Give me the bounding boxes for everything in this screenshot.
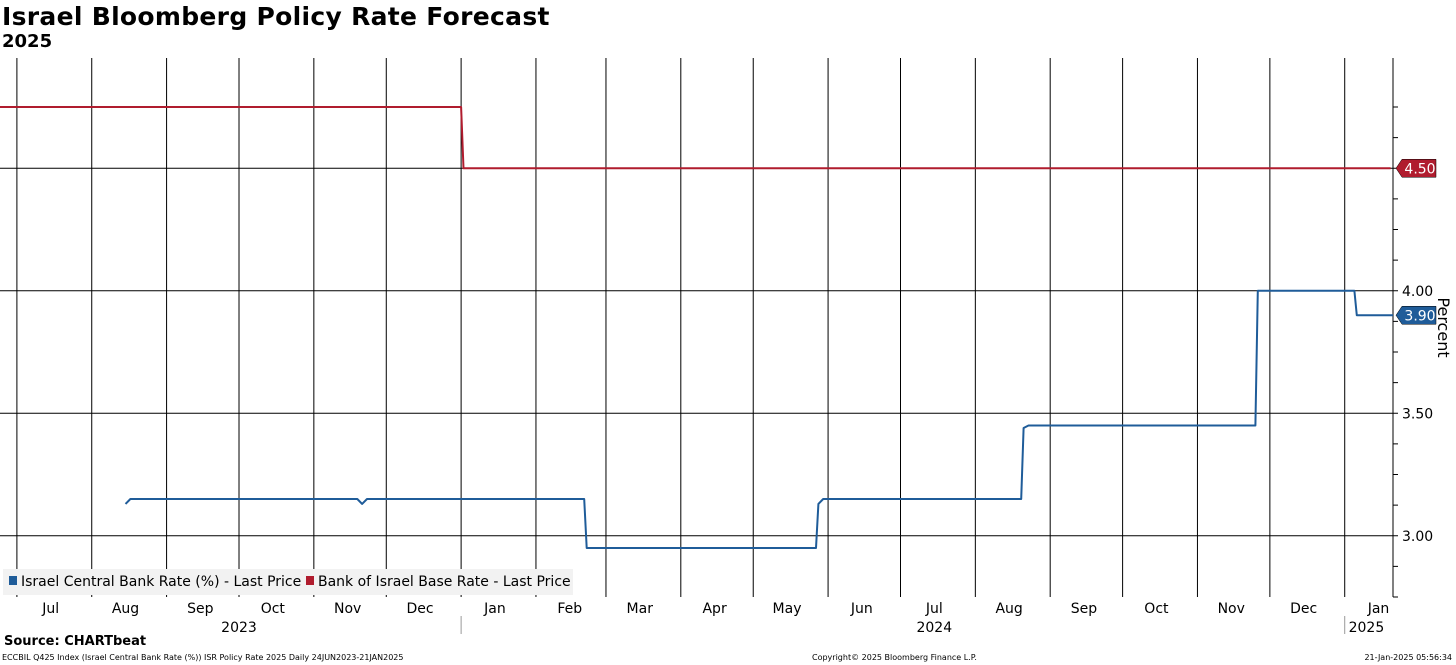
x-tick-label: Dec	[1290, 601, 1317, 617]
year-label: 2025	[1349, 620, 1385, 636]
year-label: 2023	[221, 620, 257, 636]
x-tick-label: Oct	[261, 601, 286, 617]
x-tick-label: Sep	[187, 601, 214, 617]
x-tick-label: Sep	[1071, 601, 1098, 617]
y-axis-label: Percent	[1434, 297, 1453, 357]
year-label: 2024	[916, 620, 952, 636]
x-tick-label: Oct	[1144, 601, 1169, 617]
x-tick-label: Jul	[41, 601, 59, 617]
x-tick-label: Feb	[557, 601, 582, 617]
series-line	[0, 106, 1391, 170]
x-tick-label: Dec	[407, 601, 434, 617]
y-tick-label: 3.50	[1402, 406, 1433, 422]
x-tick-label: Aug	[112, 601, 139, 617]
y-tick-label: 4.00	[1402, 284, 1433, 300]
x-tick-label: Aug	[995, 601, 1022, 617]
copyright-text: Copyright© 2025 Bloomberg Finance L.P.	[812, 653, 977, 662]
x-tick-label: Nov	[334, 601, 361, 617]
last-value-label: 3.90	[1404, 308, 1435, 324]
x-tick-label: Jan	[1367, 601, 1390, 617]
x-tick-label: Jun	[850, 601, 873, 617]
legend-swatch	[9, 576, 17, 585]
x-tick-label: Nov	[1218, 601, 1245, 617]
series-line	[124, 289, 1393, 549]
legend-swatch	[306, 576, 314, 585]
ticker-info: ECCBIL Q425 Index (Israel Central Bank R…	[2, 653, 404, 662]
chart-title: Israel Bloomberg Policy Rate Forecast	[2, 2, 550, 31]
x-tick-label: Jul	[925, 601, 943, 617]
x-tick-label: Jan	[483, 601, 506, 617]
y-tick-label: 3.00	[1402, 529, 1433, 545]
x-tick-label: Apr	[702, 601, 726, 617]
source-label: Source: CHARTbeat	[4, 634, 147, 649]
legend-label: Bank of Israel Base Rate - Last Price	[318, 574, 571, 590]
last-value-flag	[1395, 306, 1437, 325]
x-tick-label: Mar	[627, 601, 654, 617]
legend-label: Israel Central Bank Rate (%) - Last Pric…	[21, 574, 301, 590]
last-value-label: 4.50	[1404, 161, 1435, 177]
x-tick-label: May	[773, 601, 802, 617]
chart-subtitle: 2025	[2, 31, 53, 52]
timestamp-text: 21-Jan-2025 05:56:34	[1364, 653, 1452, 662]
legend-box	[3, 569, 573, 595]
last-value-flag	[1395, 159, 1437, 178]
